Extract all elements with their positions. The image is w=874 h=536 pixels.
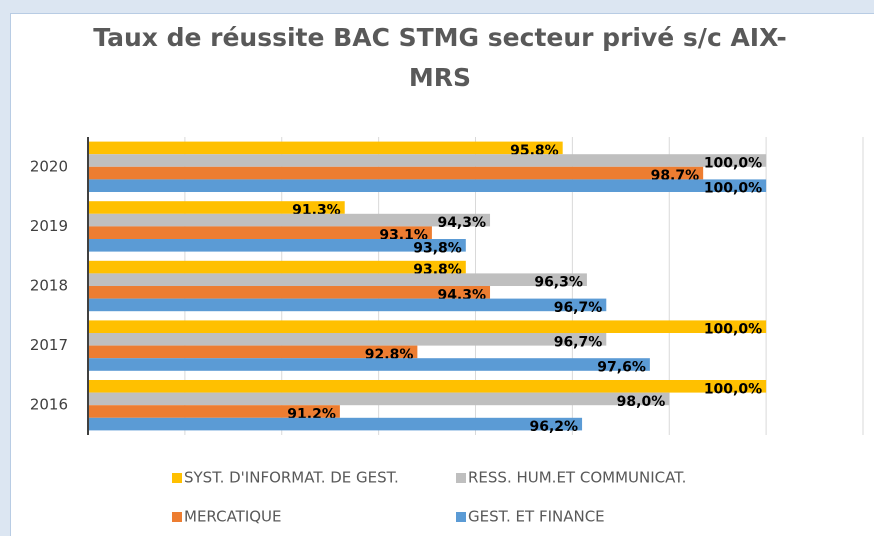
bar	[88, 226, 432, 239]
y-tick-label: 2020	[30, 157, 68, 175]
legend-swatch	[172, 473, 182, 483]
bar	[88, 239, 466, 252]
legend-label: MERCATIQUE	[184, 508, 282, 526]
data-label: 96,7%	[554, 334, 603, 350]
legend-label: SYST. D'INFORMAT. DE GEST.	[184, 469, 399, 487]
data-label: 97,6%	[597, 360, 646, 376]
bar	[88, 260, 466, 274]
data-label: 100,0%	[704, 381, 762, 397]
bar	[88, 333, 607, 346]
data-label: 100,0%	[704, 181, 762, 197]
data-label: 96,3%	[534, 275, 583, 291]
bar	[88, 345, 418, 359]
bar	[88, 298, 607, 312]
bar	[88, 286, 491, 299]
bar	[88, 380, 767, 393]
legend-swatch	[456, 512, 466, 522]
bar	[88, 392, 670, 406]
bar	[88, 213, 491, 227]
data-label: 96,2%	[529, 419, 578, 435]
bar	[88, 179, 767, 192]
legend-swatch	[456, 473, 466, 483]
bar	[88, 358, 650, 371]
bar	[88, 166, 704, 180]
data-label: 96,7%	[554, 300, 603, 316]
bar	[88, 201, 345, 214]
legend-swatch	[172, 512, 182, 522]
bar	[88, 417, 583, 431]
bar	[88, 141, 563, 155]
legend-label: RESS. HUM.ET COMMUNICAT.	[468, 469, 686, 487]
bar	[88, 273, 587, 286]
y-tick-label: 2018	[30, 277, 68, 295]
data-label: 100,0%	[704, 322, 762, 338]
bar	[88, 405, 340, 418]
data-label: 93,8%	[413, 240, 462, 256]
data-label: 100,0%	[704, 156, 762, 172]
y-tick-label: 2016	[30, 396, 68, 414]
bar	[88, 320, 767, 333]
data-label: 94,3%	[437, 215, 486, 231]
y-tick-label: 2017	[30, 336, 68, 354]
y-tick-label: 2019	[30, 217, 68, 235]
chart-title: Taux de réussite BAC STMG secteur privé …	[93, 23, 787, 92]
bar	[88, 154, 767, 167]
legend-label: GEST. ET FINANCE	[468, 508, 605, 526]
data-label: 98,0%	[617, 394, 666, 410]
